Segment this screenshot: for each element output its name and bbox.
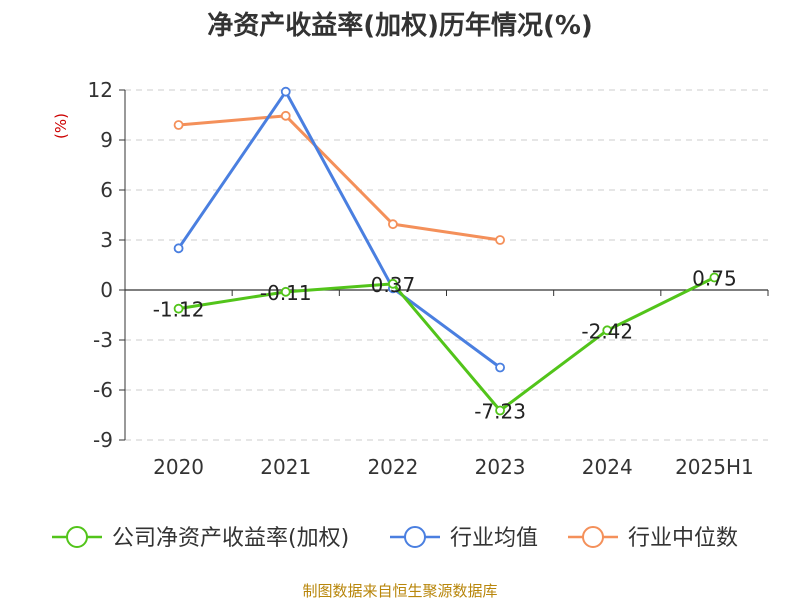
data-point	[495, 362, 505, 373]
legend-item[interactable]: 行业均值	[390, 526, 538, 551]
source-note: 制图数据来自恒生聚源数据库	[302, 582, 497, 600]
y-tick-label: 12	[88, 78, 113, 102]
y-tick-labels: 12 9 6 3 0 -3 -6 -9	[88, 78, 113, 452]
axes	[119, 89, 769, 441]
data-point	[173, 243, 184, 254]
y-tick-label: -6	[93, 378, 113, 402]
x-tick-labels: 2020 2021 2022 2023 2024 2025H1	[153, 455, 754, 479]
legend-marker	[582, 526, 604, 548]
data-point	[709, 272, 720, 283]
legend[interactable]: 公司净资产收益率(加权) 行业均值 行业中位数	[52, 526, 738, 551]
data-point	[280, 86, 291, 97]
data-label: 0.37	[371, 273, 416, 297]
data-label: -2.42	[581, 319, 633, 343]
data-label: 0.75	[692, 267, 737, 291]
data-labels: -1.12 -0.11 0.37 -7.23 -2.42 0.75	[153, 267, 737, 424]
data-point	[495, 405, 505, 416]
legend-label: 行业均值	[450, 526, 538, 551]
x-tick-label: 2024	[582, 455, 633, 479]
chart-title: 净资产收益率(加权)历年情况(%)	[207, 10, 593, 41]
data-label: -7.23	[474, 400, 526, 424]
x-tick-label: 2021	[260, 455, 311, 479]
grid-lines	[125, 89, 768, 441]
series-lines	[173, 86, 720, 416]
series-line	[178, 114, 501, 242]
data-point	[280, 286, 291, 297]
data-point	[173, 120, 184, 130]
data-label: -1.12	[153, 298, 205, 322]
y-tick-label: -3	[93, 328, 113, 352]
series-line	[177, 90, 501, 369]
legend-marker	[66, 526, 88, 548]
x-tick-label: 2020	[153, 455, 204, 479]
data-point	[495, 235, 505, 245]
y-tick-label: 6	[100, 178, 113, 202]
x-tick-label: 2025H1	[675, 455, 754, 479]
legend-item[interactable]: 行业中位数	[568, 526, 738, 551]
legend-label: 公司净资产收益率(加权)	[112, 526, 349, 551]
data-point	[173, 303, 184, 314]
legend-marker	[404, 526, 426, 548]
y-tick-label: 0	[100, 278, 113, 302]
y-axis-unit-label: (%)	[52, 113, 70, 139]
y-tick-label: 3	[100, 228, 113, 252]
data-point	[388, 219, 398, 230]
data-point	[388, 278, 398, 289]
data-point	[280, 110, 291, 121]
x-tick-label: 2023	[475, 455, 526, 479]
data-label: -0.11	[260, 281, 312, 305]
legend-item[interactable]: 公司净资产收益率(加权)	[52, 526, 349, 551]
y-tick-label: 9	[100, 128, 113, 152]
data-point	[602, 325, 613, 336]
x-tick-label: 2022	[367, 455, 418, 479]
y-tick-label: -9	[93, 428, 113, 452]
legend-label: 行业中位数	[628, 526, 738, 551]
series-line	[178, 276, 716, 412]
